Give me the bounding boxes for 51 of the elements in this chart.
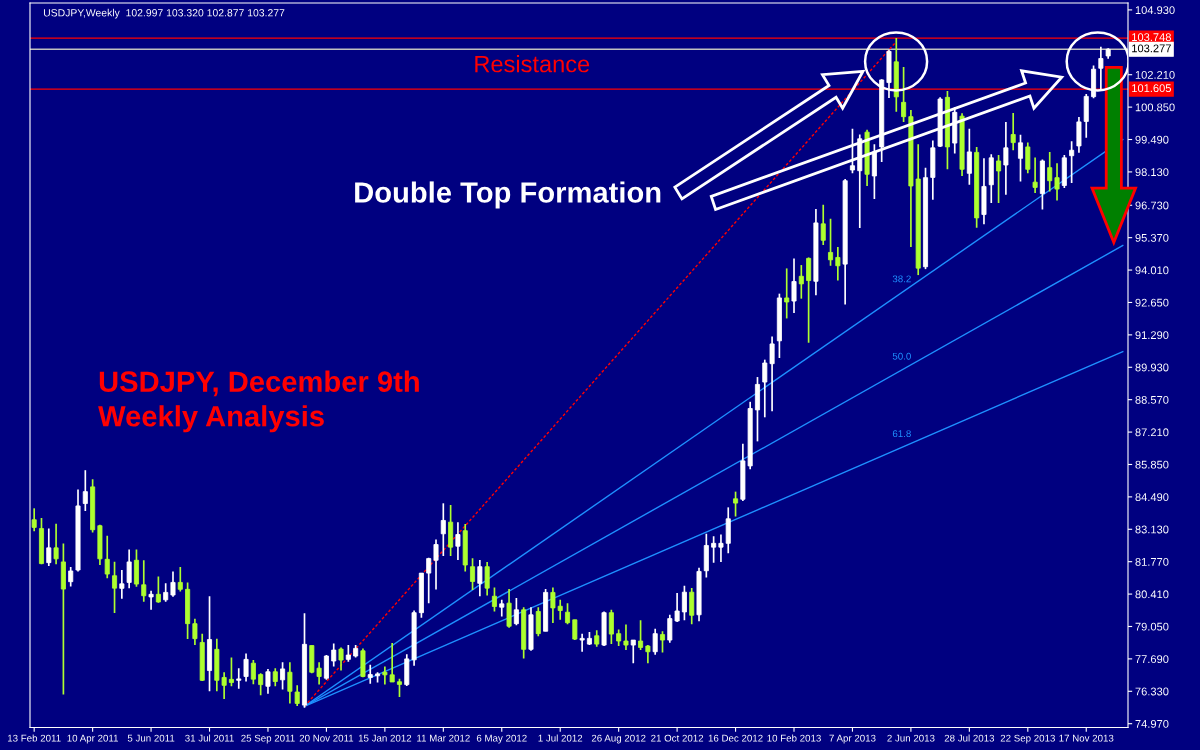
x-tick-label: 7 Apr 2013 xyxy=(829,734,876,744)
y-tick-label: 104.930 xyxy=(1135,6,1175,15)
y-tick-label: 88.570 xyxy=(1135,395,1169,404)
x-tick-label: 20 Nov 2011 xyxy=(299,734,354,742)
ref-line-label: 103.748 xyxy=(1132,33,1171,42)
y-tick-label: 85.850 xyxy=(1135,460,1169,469)
y-tick-label: 77.690 xyxy=(1135,655,1169,664)
y-tick-label: 99.490 xyxy=(1135,135,1169,144)
y-tick-label: 74.970 xyxy=(1135,719,1169,728)
y-tick-label: 76.330 xyxy=(1135,687,1169,696)
annotation: USDJPY, December 9th Weekly Analysis xyxy=(98,370,419,433)
y-tick-label: 83.130 xyxy=(1135,525,1169,534)
y-tick-label: 87.210 xyxy=(1135,428,1169,437)
y-tick-label: 102.210 xyxy=(1135,70,1175,79)
y-tick-label: 100.850 xyxy=(1135,103,1175,112)
x-tick-label: 1 Jul 2012 xyxy=(538,734,583,742)
x-tick-label: 11 Mar 2012 xyxy=(417,734,470,742)
x-tick-label: 10 Apr 2011 xyxy=(67,734,119,744)
x-tick-label: 17 Nov 2013 xyxy=(1059,734,1114,742)
x-tick-label: 16 Dec 2012 xyxy=(708,734,763,742)
y-tick-label: 91.290 xyxy=(1135,331,1169,340)
y-tick-label: 89.930 xyxy=(1135,363,1169,372)
x-tick-label: 5 Jun 2011 xyxy=(127,734,175,742)
x-tick-label: 26 Aug 2012 xyxy=(591,734,646,744)
annotation: Resistance xyxy=(475,55,590,73)
series-label: 38.2 xyxy=(892,275,911,283)
x-tick-label: 25 Sep 2011 xyxy=(241,734,295,744)
ref-line-label: 101.605 xyxy=(1132,84,1171,93)
y-tick-label: 80.410 xyxy=(1135,590,1169,599)
ref-line-label: 103.277 xyxy=(1132,44,1171,53)
x-tick-label: 21 Oct 2012 xyxy=(651,734,704,742)
x-tick-label: 2 Jun 2013 xyxy=(887,734,935,742)
y-tick-label: 84.490 xyxy=(1135,493,1169,502)
y-tick-label: 98.130 xyxy=(1135,168,1169,177)
series-label: 61.8 xyxy=(892,430,911,438)
y-tick-label: 79.050 xyxy=(1135,622,1169,631)
y-tick-label: 96.730 xyxy=(1135,201,1169,210)
x-tick-label: 15 Jan 2012 xyxy=(358,734,412,742)
series-label: 50.0 xyxy=(892,352,911,360)
x-tick-label: 28 Jul 2013 xyxy=(944,734,995,742)
x-tick-label: 6 May 2012 xyxy=(476,734,527,744)
x-tick-label: 31 Jul 2011 xyxy=(185,734,234,742)
x-tick-label: 22 Sep 2013 xyxy=(1000,734,1055,744)
y-tick-label: 94.010 xyxy=(1135,266,1169,275)
y-tick-label: 95.370 xyxy=(1135,233,1169,242)
y-tick-label: 92.650 xyxy=(1135,298,1169,307)
text: USDJPY,Weekly 102.997 103.320 102.877 103.277 xyxy=(43,8,285,19)
y-tick-label: 81.770 xyxy=(1135,557,1169,566)
annotation: Double Top Formation xyxy=(355,181,661,209)
x-tick-label: 10 Feb 2013 xyxy=(767,734,821,742)
x-tick-label: 13 Feb 2011 xyxy=(7,734,61,742)
